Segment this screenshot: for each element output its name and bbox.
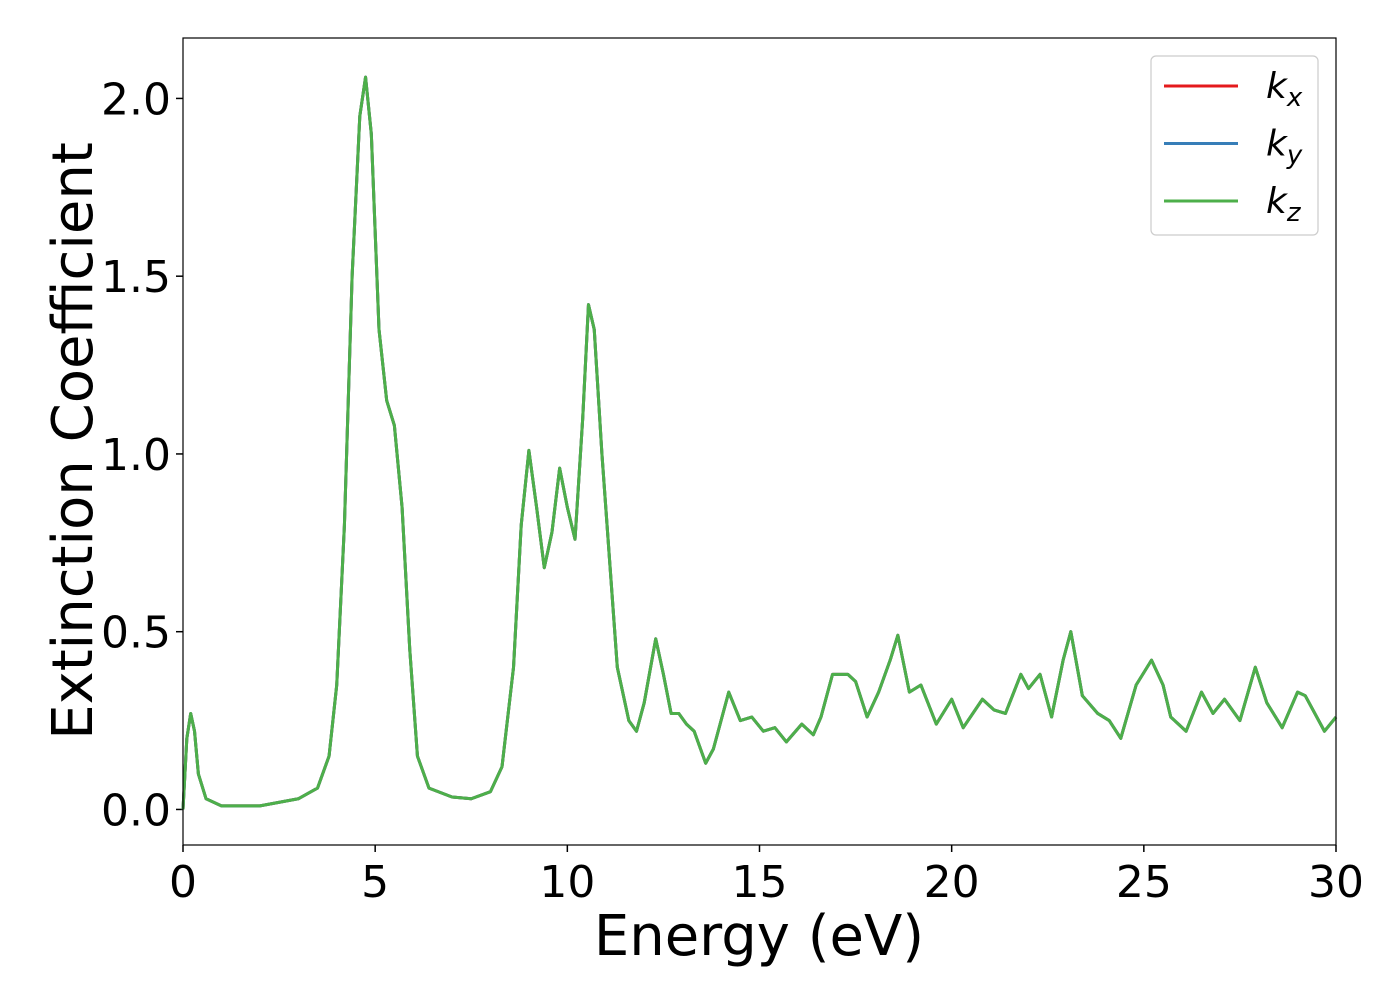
x-tick-label: 30 — [1308, 857, 1364, 908]
y-tick-label: 0.0 — [101, 785, 171, 836]
y-tick-label: 2.0 — [101, 74, 171, 125]
y-axis-label: Extinction Coefficient — [41, 142, 106, 740]
x-tick-label: 20 — [924, 857, 980, 908]
y-tick-label: 0.5 — [101, 608, 171, 659]
legend-label: ky — [1266, 124, 1303, 171]
x-tick-label: 15 — [732, 857, 788, 908]
x-axis-label: Energy (eV) — [594, 904, 924, 969]
series-line — [181, 75, 1338, 810]
plot-frame — [182, 37, 1337, 846]
legend-box — [1150, 55, 1319, 236]
legend-label: kz — [1266, 181, 1302, 228]
y-tick-label: 1.5 — [101, 252, 171, 303]
x-tick-label: 5 — [361, 857, 389, 908]
x-tick-label: 0 — [169, 857, 197, 908]
y-tick-label: 1.0 — [101, 430, 171, 481]
x-tick-label: 10 — [539, 857, 595, 908]
x-tick-label: 25 — [1116, 857, 1172, 908]
legend-label: kx — [1266, 66, 1303, 113]
